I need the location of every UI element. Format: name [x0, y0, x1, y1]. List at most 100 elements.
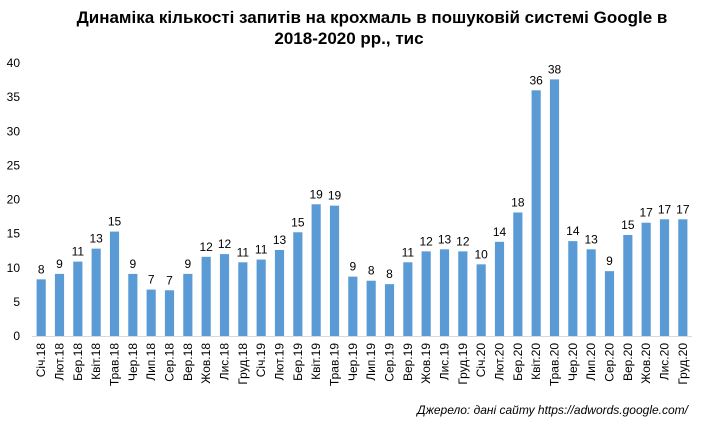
- bar: [329, 205, 340, 336]
- data-label: 9: [184, 257, 191, 271]
- category-label: Лип.20: [584, 343, 598, 381]
- bar: [366, 280, 376, 336]
- bar: [219, 254, 230, 336]
- data-label: 19: [309, 187, 323, 201]
- category-label: Лют.20: [493, 343, 507, 381]
- source-note: Джерело: дані сайту https://adwords.goog…: [415, 403, 690, 417]
- data-label: 13: [273, 233, 287, 247]
- category-label: Січ.20: [474, 343, 488, 378]
- data-label: 9: [56, 257, 63, 271]
- category-label: Лис.19: [438, 343, 452, 381]
- bar: [549, 79, 560, 336]
- y-tick-label: 35: [7, 90, 21, 104]
- data-label: 17: [658, 202, 672, 216]
- y-tick-label: 30: [7, 124, 21, 138]
- data-label: 11: [255, 243, 268, 257]
- data-label: 12: [199, 240, 213, 254]
- bar: [36, 279, 46, 336]
- y-tick-label: 10: [7, 261, 21, 275]
- category-label: Жов.20: [639, 343, 653, 384]
- data-label: 12: [218, 237, 232, 251]
- data-label: 8: [386, 267, 393, 281]
- data-label: 13: [89, 232, 103, 246]
- data-label: 17: [639, 206, 653, 220]
- category-label: Чер.20: [566, 343, 580, 381]
- bar: [531, 90, 541, 336]
- bar: [256, 259, 266, 336]
- category-label: Жов.19: [419, 343, 433, 384]
- bar: [494, 241, 505, 336]
- bar: [476, 264, 486, 336]
- bar: [238, 262, 248, 336]
- bar: [623, 234, 633, 336]
- bar-series: [36, 79, 688, 336]
- data-label: 15: [291, 215, 305, 229]
- data-label: 8: [38, 262, 45, 276]
- bar: [568, 241, 578, 336]
- bar: [421, 251, 431, 336]
- bar: [439, 249, 450, 336]
- y-tick-label: 5: [13, 295, 20, 309]
- data-label: 11: [237, 245, 250, 259]
- bar: [659, 219, 670, 336]
- category-label: Квіт.20: [529, 343, 543, 380]
- data-label: 11: [402, 245, 415, 259]
- category-label: Груд.19: [456, 343, 470, 385]
- data-label: 9: [349, 260, 356, 274]
- category-label: Груд.18: [236, 343, 250, 385]
- bar: [458, 251, 468, 336]
- category-label: Вер.18: [181, 343, 195, 381]
- category-label: Чер.19: [346, 343, 360, 381]
- y-tick-label: 40: [7, 56, 21, 70]
- category-label: Трав.18: [108, 343, 122, 386]
- data-label: 18: [511, 195, 525, 209]
- bar: [54, 273, 65, 336]
- category-label: Лют.18: [53, 343, 67, 381]
- data-label: 12: [419, 234, 433, 248]
- category-label: Сер.18: [163, 343, 177, 382]
- y-tick-label: 15: [7, 227, 21, 241]
- bar: [348, 276, 358, 336]
- bar: [164, 290, 175, 336]
- data-label: 36: [529, 73, 543, 87]
- data-label: 7: [148, 273, 155, 287]
- category-label: Сер.19: [383, 343, 397, 382]
- data-label: 14: [566, 224, 580, 238]
- bar: [274, 250, 285, 336]
- data-label: 13: [438, 232, 452, 246]
- category-label: Лип.18: [144, 343, 158, 381]
- y-tick-label: 20: [7, 193, 21, 207]
- bar: [384, 284, 395, 336]
- data-label: 17: [676, 202, 690, 216]
- bar: [201, 256, 211, 336]
- data-label: 38: [548, 62, 562, 76]
- category-label: Чер.18: [126, 343, 140, 381]
- category-label: Квіт.19: [309, 343, 323, 380]
- bar: [293, 232, 303, 336]
- chart-title-line-2: 2018-2020 рр., тис: [274, 29, 423, 48]
- data-label: 14: [493, 225, 507, 239]
- category-label: Лис.20: [658, 343, 672, 381]
- category-label: Вер.19: [401, 343, 415, 381]
- bar: [586, 249, 596, 336]
- data-label: 8: [368, 264, 375, 278]
- category-label: Бер.19: [291, 343, 305, 381]
- category-label: Вер.20: [621, 343, 635, 381]
- category-label: Квіт.18: [89, 343, 103, 380]
- category-label: Лип.19: [364, 343, 378, 381]
- data-label: 19: [328, 189, 342, 203]
- bar: [128, 273, 138, 336]
- bar: [183, 273, 193, 336]
- x-axis: Січ.18 Лют.18 Бер.18 Квіт.18 Трав.18 Чер.18 Ли…: [32, 336, 692, 386]
- data-label: 15: [108, 215, 122, 229]
- category-label: Бер.18: [71, 343, 85, 381]
- data-label: 15: [621, 218, 635, 232]
- data-label: 11: [72, 245, 85, 259]
- category-label: Лют.19: [273, 343, 287, 381]
- bar: [146, 289, 156, 336]
- data-label: 10: [474, 247, 488, 261]
- bar: [403, 262, 413, 336]
- bar: [91, 248, 101, 336]
